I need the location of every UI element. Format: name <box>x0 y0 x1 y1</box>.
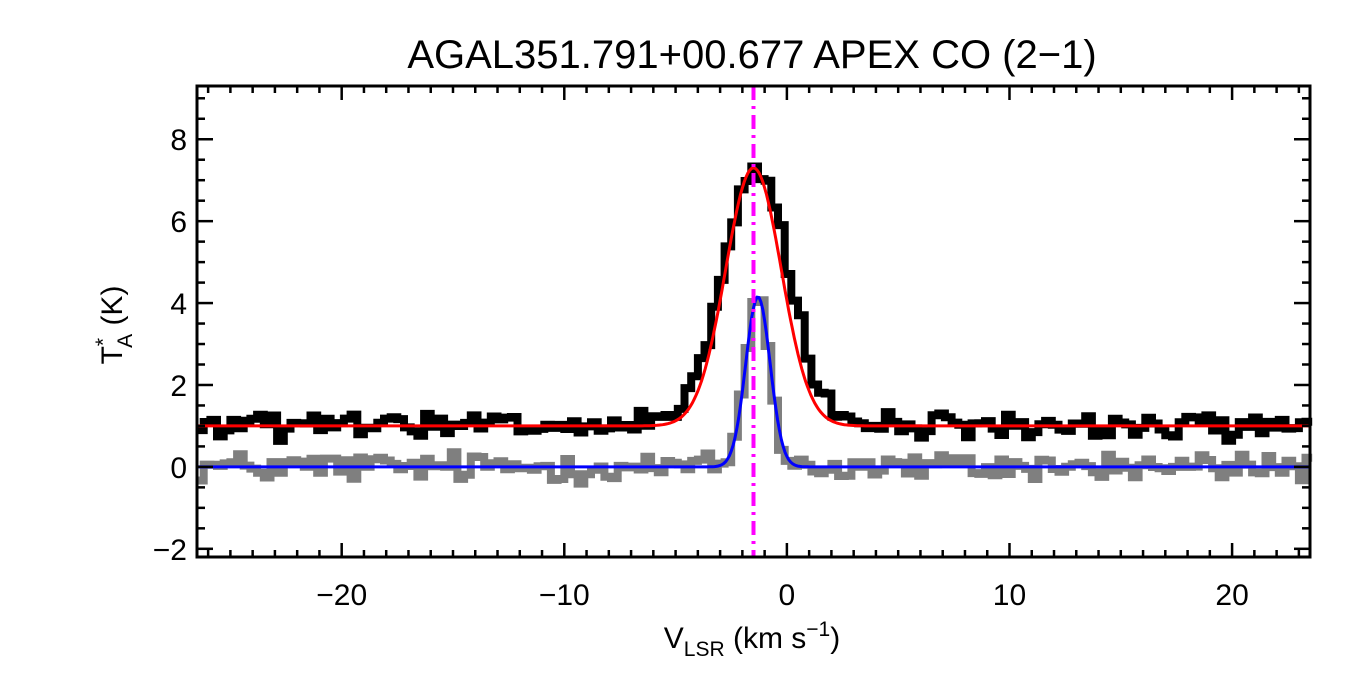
chart-title: AGAL351.791+00.677 APEX CO (2−1) <box>407 33 1096 77</box>
x-axis-title-sub: LSR <box>684 638 725 661</box>
blue-fit-line <box>197 295 1310 469</box>
y-tick-label: 0 <box>170 452 187 485</box>
x-tick-label: −10 <box>539 579 590 612</box>
y-axis-title-sub: A <box>114 334 137 348</box>
x-axis-title-unit: (km s <box>725 622 807 655</box>
y-tick-label: 4 <box>170 288 187 321</box>
x-tick-label: 0 <box>779 579 796 612</box>
y-tick-label: 8 <box>170 124 187 157</box>
x-axis-title-main: V <box>664 622 684 655</box>
y-tick-label: 2 <box>170 370 187 403</box>
x-axis-title-unit-suffix: ) <box>830 622 840 655</box>
series-layer <box>197 162 1313 488</box>
plot-frame <box>195 84 1312 559</box>
y-axis-title-unit: (K) <box>96 286 129 334</box>
y-tick-label: 6 <box>170 206 187 239</box>
y-axis-title-main: T <box>96 346 129 364</box>
x-tick-label: −20 <box>316 579 367 612</box>
x-axis-title-unit-sup: −1 <box>806 618 830 641</box>
y-tick-label: −2 <box>153 534 187 567</box>
x-tick-label: 10 <box>993 579 1026 612</box>
x-tick-label: 20 <box>1215 579 1248 612</box>
x-axis-title: VLSR (km s−1) <box>664 618 840 661</box>
y-axis-title-sup: * <box>92 338 115 346</box>
red-fit-line <box>197 166 1310 428</box>
y-axis-title: T*A (K) <box>92 286 137 365</box>
